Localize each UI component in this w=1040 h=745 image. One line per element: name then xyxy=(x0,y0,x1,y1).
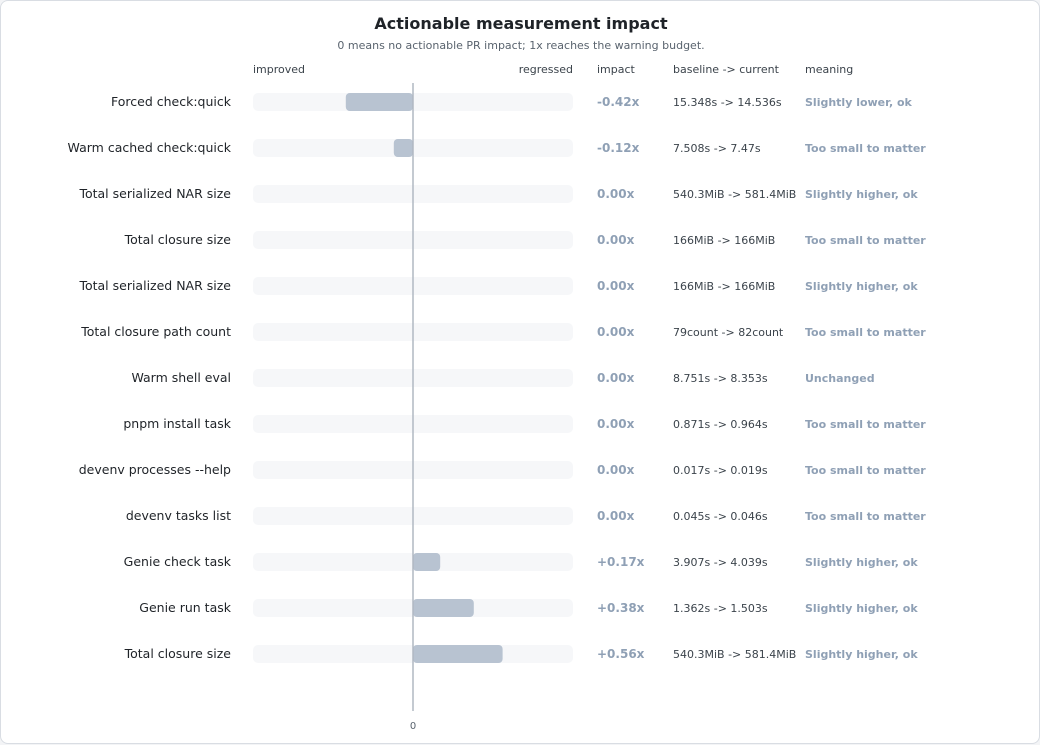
impact-value: +0.17x xyxy=(597,555,645,569)
regressed-direction-label: regressed xyxy=(519,63,573,76)
row-label: pnpm install task xyxy=(123,416,231,431)
row-label: Warm cached check:quick xyxy=(68,140,232,155)
baseline-current-value: 0.045s -> 0.046s xyxy=(673,510,768,523)
meaning-value: Too small to matter xyxy=(805,234,926,247)
meaning-value: Slightly higher, ok xyxy=(805,188,918,201)
chart-title: Actionable measurement impact xyxy=(374,14,668,33)
meaning-column-header: meaning xyxy=(805,63,853,76)
meaning-value: Too small to matter xyxy=(805,418,926,431)
chart-row: Total closure size +0.56x 540.3MiB -> 581.… xyxy=(124,645,918,663)
impact-value: 0.00x xyxy=(597,187,635,201)
chart-row: Forced check:quick -0.42x 15.348s -> 14.53… xyxy=(111,93,913,111)
row-label: devenv processes --help xyxy=(79,462,231,477)
chart-row: Warm cached check:quick -0.12x 7.508s -> 7… xyxy=(68,139,926,157)
impact-value: 0.00x xyxy=(597,325,635,339)
impact-value: -0.42x xyxy=(597,95,640,109)
baseline-current-value: 540.3MiB -> 581.4MiB xyxy=(673,648,796,661)
impact-value: 0.00x xyxy=(597,233,635,247)
meaning-value: Slightly higher, ok xyxy=(805,602,918,615)
baseline-current-value: 7.508s -> 7.47s xyxy=(673,142,761,155)
row-label: devenv tasks list xyxy=(126,508,231,523)
chart-row: Total closure size 0.00x 166MiB -> 166MiB T… xyxy=(124,231,926,249)
impact-bar xyxy=(413,645,503,663)
chart-row: Genie check task +0.17x 3.907s -> 4.039s Sl… xyxy=(124,553,918,571)
impact-bar xyxy=(413,553,441,571)
baseline-current-value: 3.907s -> 4.039s xyxy=(673,556,768,569)
impact-value: 0.00x xyxy=(597,417,635,431)
chart-row: Total serialized NAR size 0.00x 540.3MiB -… xyxy=(78,185,918,203)
meaning-value: Unchanged xyxy=(805,372,875,385)
meaning-value: Too small to matter xyxy=(805,142,926,155)
baseline-current-value: 166MiB -> 166MiB xyxy=(673,280,775,293)
meaning-value: Slightly higher, ok xyxy=(805,280,918,293)
row-label: Total closure path count xyxy=(80,324,231,339)
chart-row: devenv processes --help 0.00x 0.017s -> 0.… xyxy=(79,461,926,479)
change-column-header: baseline -> current xyxy=(673,63,780,76)
chart-subtitle: 0 means no actionable PR impact; 1x reac… xyxy=(337,39,704,52)
meaning-value: Slightly higher, ok xyxy=(805,648,918,661)
meaning-value: Too small to matter xyxy=(805,464,926,477)
improved-direction-label: improved xyxy=(253,63,305,76)
meaning-value: Slightly higher, ok xyxy=(805,556,918,569)
row-label: Genie check task xyxy=(124,554,232,569)
baseline-current-value: 8.751s -> 8.353s xyxy=(673,372,768,385)
chart-row: pnpm install task 0.00x 0.871s -> 0.964s To… xyxy=(123,415,926,433)
impact-bar xyxy=(345,93,413,111)
row-label: Total closure size xyxy=(124,646,232,661)
impact-bar xyxy=(413,599,474,617)
chart-row: Total closure path count 0.00x 79count -> … xyxy=(80,323,926,341)
meaning-value: Too small to matter xyxy=(805,510,926,523)
impact-value: 0.00x xyxy=(597,279,635,293)
impact-value: +0.38x xyxy=(597,601,645,615)
baseline-current-value: 1.362s -> 1.503s xyxy=(673,602,768,615)
baseline-current-value: 540.3MiB -> 581.4MiB xyxy=(673,188,796,201)
meaning-value: Too small to matter xyxy=(805,326,926,339)
row-label: Genie run task xyxy=(139,600,231,615)
chart-row: Total serialized NAR size 0.00x 166MiB -> … xyxy=(78,277,918,295)
impact-column-header: impact xyxy=(597,63,636,76)
row-label: Total closure size xyxy=(124,232,232,247)
impact-value: 0.00x xyxy=(597,371,635,385)
x-tick-label-zero: 0 xyxy=(410,721,416,732)
baseline-current-value: 79count -> 82count xyxy=(673,326,784,339)
impact-value: 0.00x xyxy=(597,463,635,477)
row-label: Warm shell eval xyxy=(131,370,231,385)
baseline-current-value: 15.348s -> 14.536s xyxy=(673,96,782,109)
impact-bar xyxy=(393,139,413,157)
row-label: Total serialized NAR size xyxy=(78,278,231,293)
baseline-current-value: 166MiB -> 166MiB xyxy=(673,234,775,247)
impact-value: -0.12x xyxy=(597,141,640,155)
baseline-current-value: 0.871s -> 0.964s xyxy=(673,418,768,431)
baseline-current-value: 0.017s -> 0.019s xyxy=(673,464,768,477)
row-label: Total serialized NAR size xyxy=(78,186,231,201)
chart-row: Genie run task +0.38x 1.362s -> 1.503s Slig… xyxy=(139,599,918,617)
row-label: Forced check:quick xyxy=(111,94,232,109)
meaning-value: Slightly lower, ok xyxy=(805,96,913,109)
chart-row: Warm shell eval 0.00x 8.751s -> 8.353s Unch… xyxy=(131,369,875,387)
impact-value: +0.56x xyxy=(597,647,645,661)
chart-rows: Forced check:quick -0.42x 15.348s -> 14.53… xyxy=(68,93,926,663)
impact-value: 0.00x xyxy=(597,509,635,523)
chart-row: devenv tasks list 0.00x 0.045s -> 0.046s To… xyxy=(126,507,926,525)
